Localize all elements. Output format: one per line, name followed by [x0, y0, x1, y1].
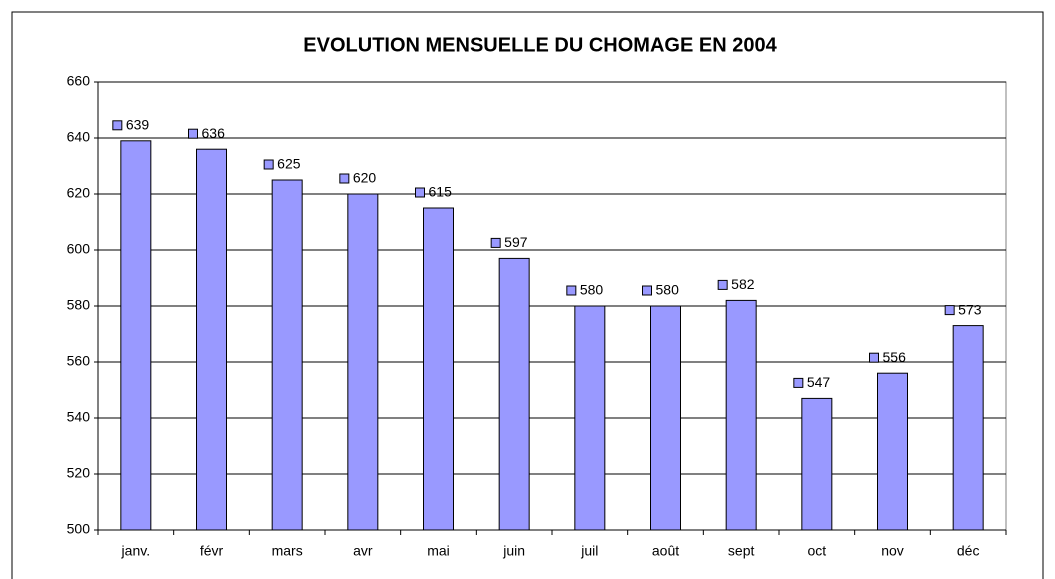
bar	[347, 193, 379, 531]
label-key	[642, 285, 652, 296]
y-tick-label: 600	[67, 241, 91, 257]
chart-title: EVOLUTION MENSUELLE DU CHOMAGE EN 2004	[303, 34, 777, 56]
x-tick-label: sept	[728, 543, 755, 559]
y-tick-label: 640	[67, 129, 91, 145]
label-key	[566, 285, 577, 296]
bar	[196, 148, 227, 531]
data-label: 556	[883, 349, 907, 365]
y-tick-label: 620	[67, 185, 91, 201]
x-tick-label: janv.	[121, 543, 151, 559]
y-tick-label: 540	[67, 409, 91, 425]
bar	[801, 397, 833, 531]
data-label: 636	[202, 125, 226, 141]
label-key	[339, 173, 350, 184]
x-tick-label: mars	[272, 543, 303, 559]
bar	[952, 325, 984, 531]
data-label: 547	[807, 374, 831, 390]
bar	[574, 305, 606, 531]
label-key	[415, 187, 425, 198]
y-tick-label: 580	[67, 297, 91, 313]
x-tick-label: juin	[502, 543, 525, 559]
y-tick-label: 660	[67, 73, 91, 89]
y-tick-label: 500	[67, 521, 91, 537]
bar	[725, 299, 757, 531]
label-key	[793, 377, 804, 388]
label-key	[263, 159, 274, 170]
x-tick-label: juil	[580, 543, 598, 559]
data-label: 580	[580, 282, 604, 298]
data-label: 573	[958, 301, 982, 317]
x-tick-label: nov	[881, 543, 904, 559]
data-label: 615	[429, 184, 453, 200]
x-tick-label: mai	[427, 543, 450, 559]
x-tick-label: oct	[807, 543, 826, 559]
bar	[271, 179, 303, 531]
label-key	[490, 237, 501, 248]
label-key	[869, 352, 879, 363]
label-key	[112, 120, 123, 131]
data-label: 582	[731, 276, 755, 292]
x-tick-label: août	[652, 543, 679, 559]
x-tick-label: févr	[200, 543, 224, 559]
bar	[877, 372, 908, 531]
bar	[423, 207, 454, 531]
y-tick-label: 560	[67, 353, 91, 369]
data-label: 620	[353, 170, 377, 186]
data-label: 639	[126, 117, 150, 133]
label-key	[944, 305, 955, 316]
x-tick-label: déc	[957, 543, 980, 559]
y-tick-label: 520	[67, 465, 91, 481]
bar	[498, 257, 530, 531]
bar	[650, 305, 681, 531]
label-key	[188, 128, 198, 139]
data-label: 580	[656, 282, 680, 298]
data-label: 625	[277, 156, 301, 172]
bar	[120, 140, 152, 531]
label-key	[717, 279, 728, 290]
x-tick-label: avr	[353, 543, 373, 559]
data-label: 597	[504, 234, 528, 250]
